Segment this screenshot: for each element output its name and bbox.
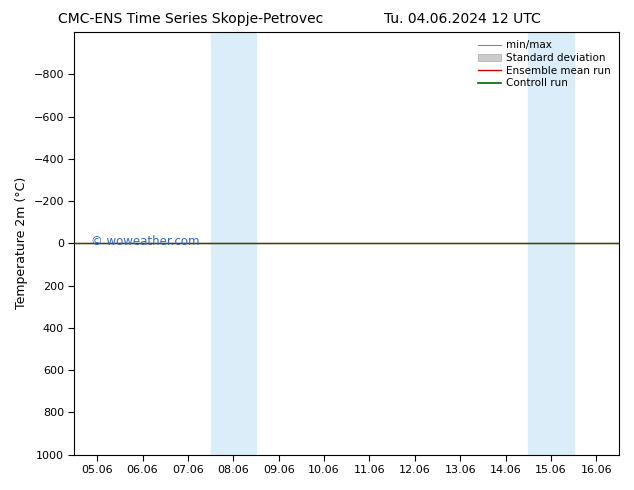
Text: CMC-ENS Time Series Skopje-Petrovec: CMC-ENS Time Series Skopje-Petrovec: [58, 12, 323, 26]
Bar: [210, 32, 256, 455]
Y-axis label: Temperature 2m (°C): Temperature 2m (°C): [15, 177, 28, 310]
Legend: min/max, Standard deviation, Ensemble mean run, Controll run: min/max, Standard deviation, Ensemble me…: [475, 37, 614, 92]
Text: Tu. 04.06.2024 12 UTC: Tu. 04.06.2024 12 UTC: [384, 12, 541, 26]
Text: © woweather.com: © woweather.com: [91, 235, 199, 248]
Bar: [528, 32, 574, 455]
